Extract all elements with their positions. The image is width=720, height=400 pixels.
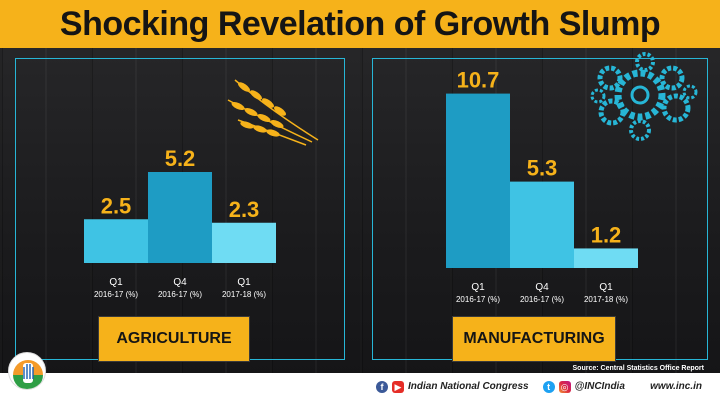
party-name: Indian National Congress xyxy=(408,381,529,392)
social-handle[interactable]: @INCIndia xyxy=(574,381,625,392)
mfg-period-label-3: 2017-18 (%) xyxy=(584,295,628,304)
agri-bar-1 xyxy=(84,219,148,263)
agri-bar-3 xyxy=(212,222,276,263)
website-link[interactable]: www.inc.in xyxy=(650,381,702,392)
facebook-icon[interactable]: f xyxy=(376,380,388,393)
agri-bar-2 xyxy=(148,172,212,263)
wheat-icon xyxy=(227,79,319,146)
title-band: Shocking Revelation of Growth Slump xyxy=(0,0,720,48)
mfg-period-label-1: 2016-17 (%) xyxy=(456,295,500,304)
mfg-bar-3 xyxy=(574,248,638,268)
agriculture-label: AGRICULTURE xyxy=(98,316,250,362)
footer-bar: f ▶ Indian National Congress t ◎ @INCInd… xyxy=(0,373,720,400)
agri-value-label-3: 2.3 xyxy=(229,197,260,222)
manufacturing-label: MANUFACTURING xyxy=(452,316,616,362)
mfg-quarter-label-1: Q1 xyxy=(471,282,485,293)
mfg-value-label-1: 10.7 xyxy=(457,68,500,93)
mfg-period-label-2: 2016-17 (%) xyxy=(520,295,564,304)
agri-value-label-1: 2.5 xyxy=(101,193,132,218)
manufacturing-chart: 10.7 Q1 2016-17 (%) 5.3 Q4 2016-17 (%) 1.2 Q1 20… xyxy=(446,68,638,304)
mfg-quarter-label-3: Q1 xyxy=(599,282,613,293)
instagram-icon[interactable]: ◎ xyxy=(558,380,571,393)
agri-value-label-2: 5.2 xyxy=(165,146,196,171)
mfg-bar-1 xyxy=(446,93,510,268)
agri-period-label-2: 2016-17 (%) xyxy=(158,290,202,299)
mfg-value-label-3: 1.2 xyxy=(591,222,622,247)
agriculture-chart: 2.5 Q1 2016-17 (%) 5.2 Q4 2016-17 (%) 2.3 Q1 201… xyxy=(84,146,276,299)
footer-social: f ▶ Indian National Congress t ◎ @INCInd… xyxy=(376,373,625,400)
twitter-icon[interactable]: t xyxy=(542,380,555,393)
mfg-quarter-label-2: Q4 xyxy=(535,282,549,293)
page-title: Shocking Revelation of Growth Slump xyxy=(59,4,661,43)
mfg-value-label-2: 5.3 xyxy=(527,156,558,181)
congress-logo xyxy=(8,352,46,390)
agri-quarter-label-3: Q1 xyxy=(237,277,251,288)
agri-quarter-label-1: Q1 xyxy=(109,277,123,288)
agri-period-label-1: 2016-17 (%) xyxy=(94,290,138,299)
source-note: Source: Central Statistics Office Report xyxy=(572,365,704,372)
mfg-bar-2 xyxy=(510,181,574,268)
gears-icon xyxy=(590,52,698,141)
hand-icon xyxy=(13,360,43,389)
agri-period-label-3: 2017-18 (%) xyxy=(222,290,266,299)
youtube-icon[interactable]: ▶ xyxy=(392,380,404,393)
agri-quarter-label-2: Q4 xyxy=(173,277,187,288)
